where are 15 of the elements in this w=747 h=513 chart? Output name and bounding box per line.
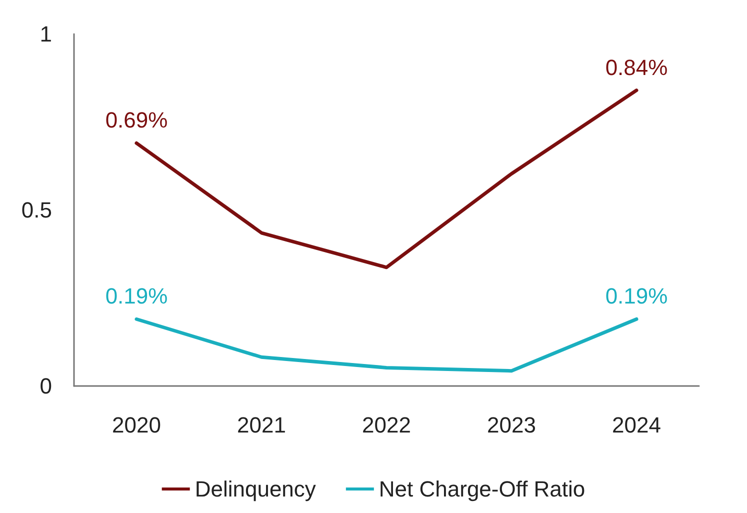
y-tick-label: 0: [40, 374, 52, 398]
line-series: [134, 317, 638, 373]
legend-label: Delinquency: [194, 476, 316, 502]
y-tick-label: 0.5: [21, 198, 52, 222]
x-tick-label: 2022: [362, 412, 411, 438]
data-label: 0.19%: [105, 284, 168, 309]
x-tick-label: 2021: [237, 412, 286, 438]
x-tick-label: 2024: [612, 412, 661, 438]
data-label: 0.84%: [605, 54, 668, 80]
x-tick-label: 2020: [112, 412, 161, 438]
data-label: 0.19%: [605, 284, 668, 309]
x-tick-label: 2023: [487, 412, 536, 438]
legend-label: Net Charge-Off Ratio: [378, 476, 586, 502]
data-label: 0.69%: [105, 108, 168, 133]
y-tick-label: 1: [40, 22, 52, 46]
